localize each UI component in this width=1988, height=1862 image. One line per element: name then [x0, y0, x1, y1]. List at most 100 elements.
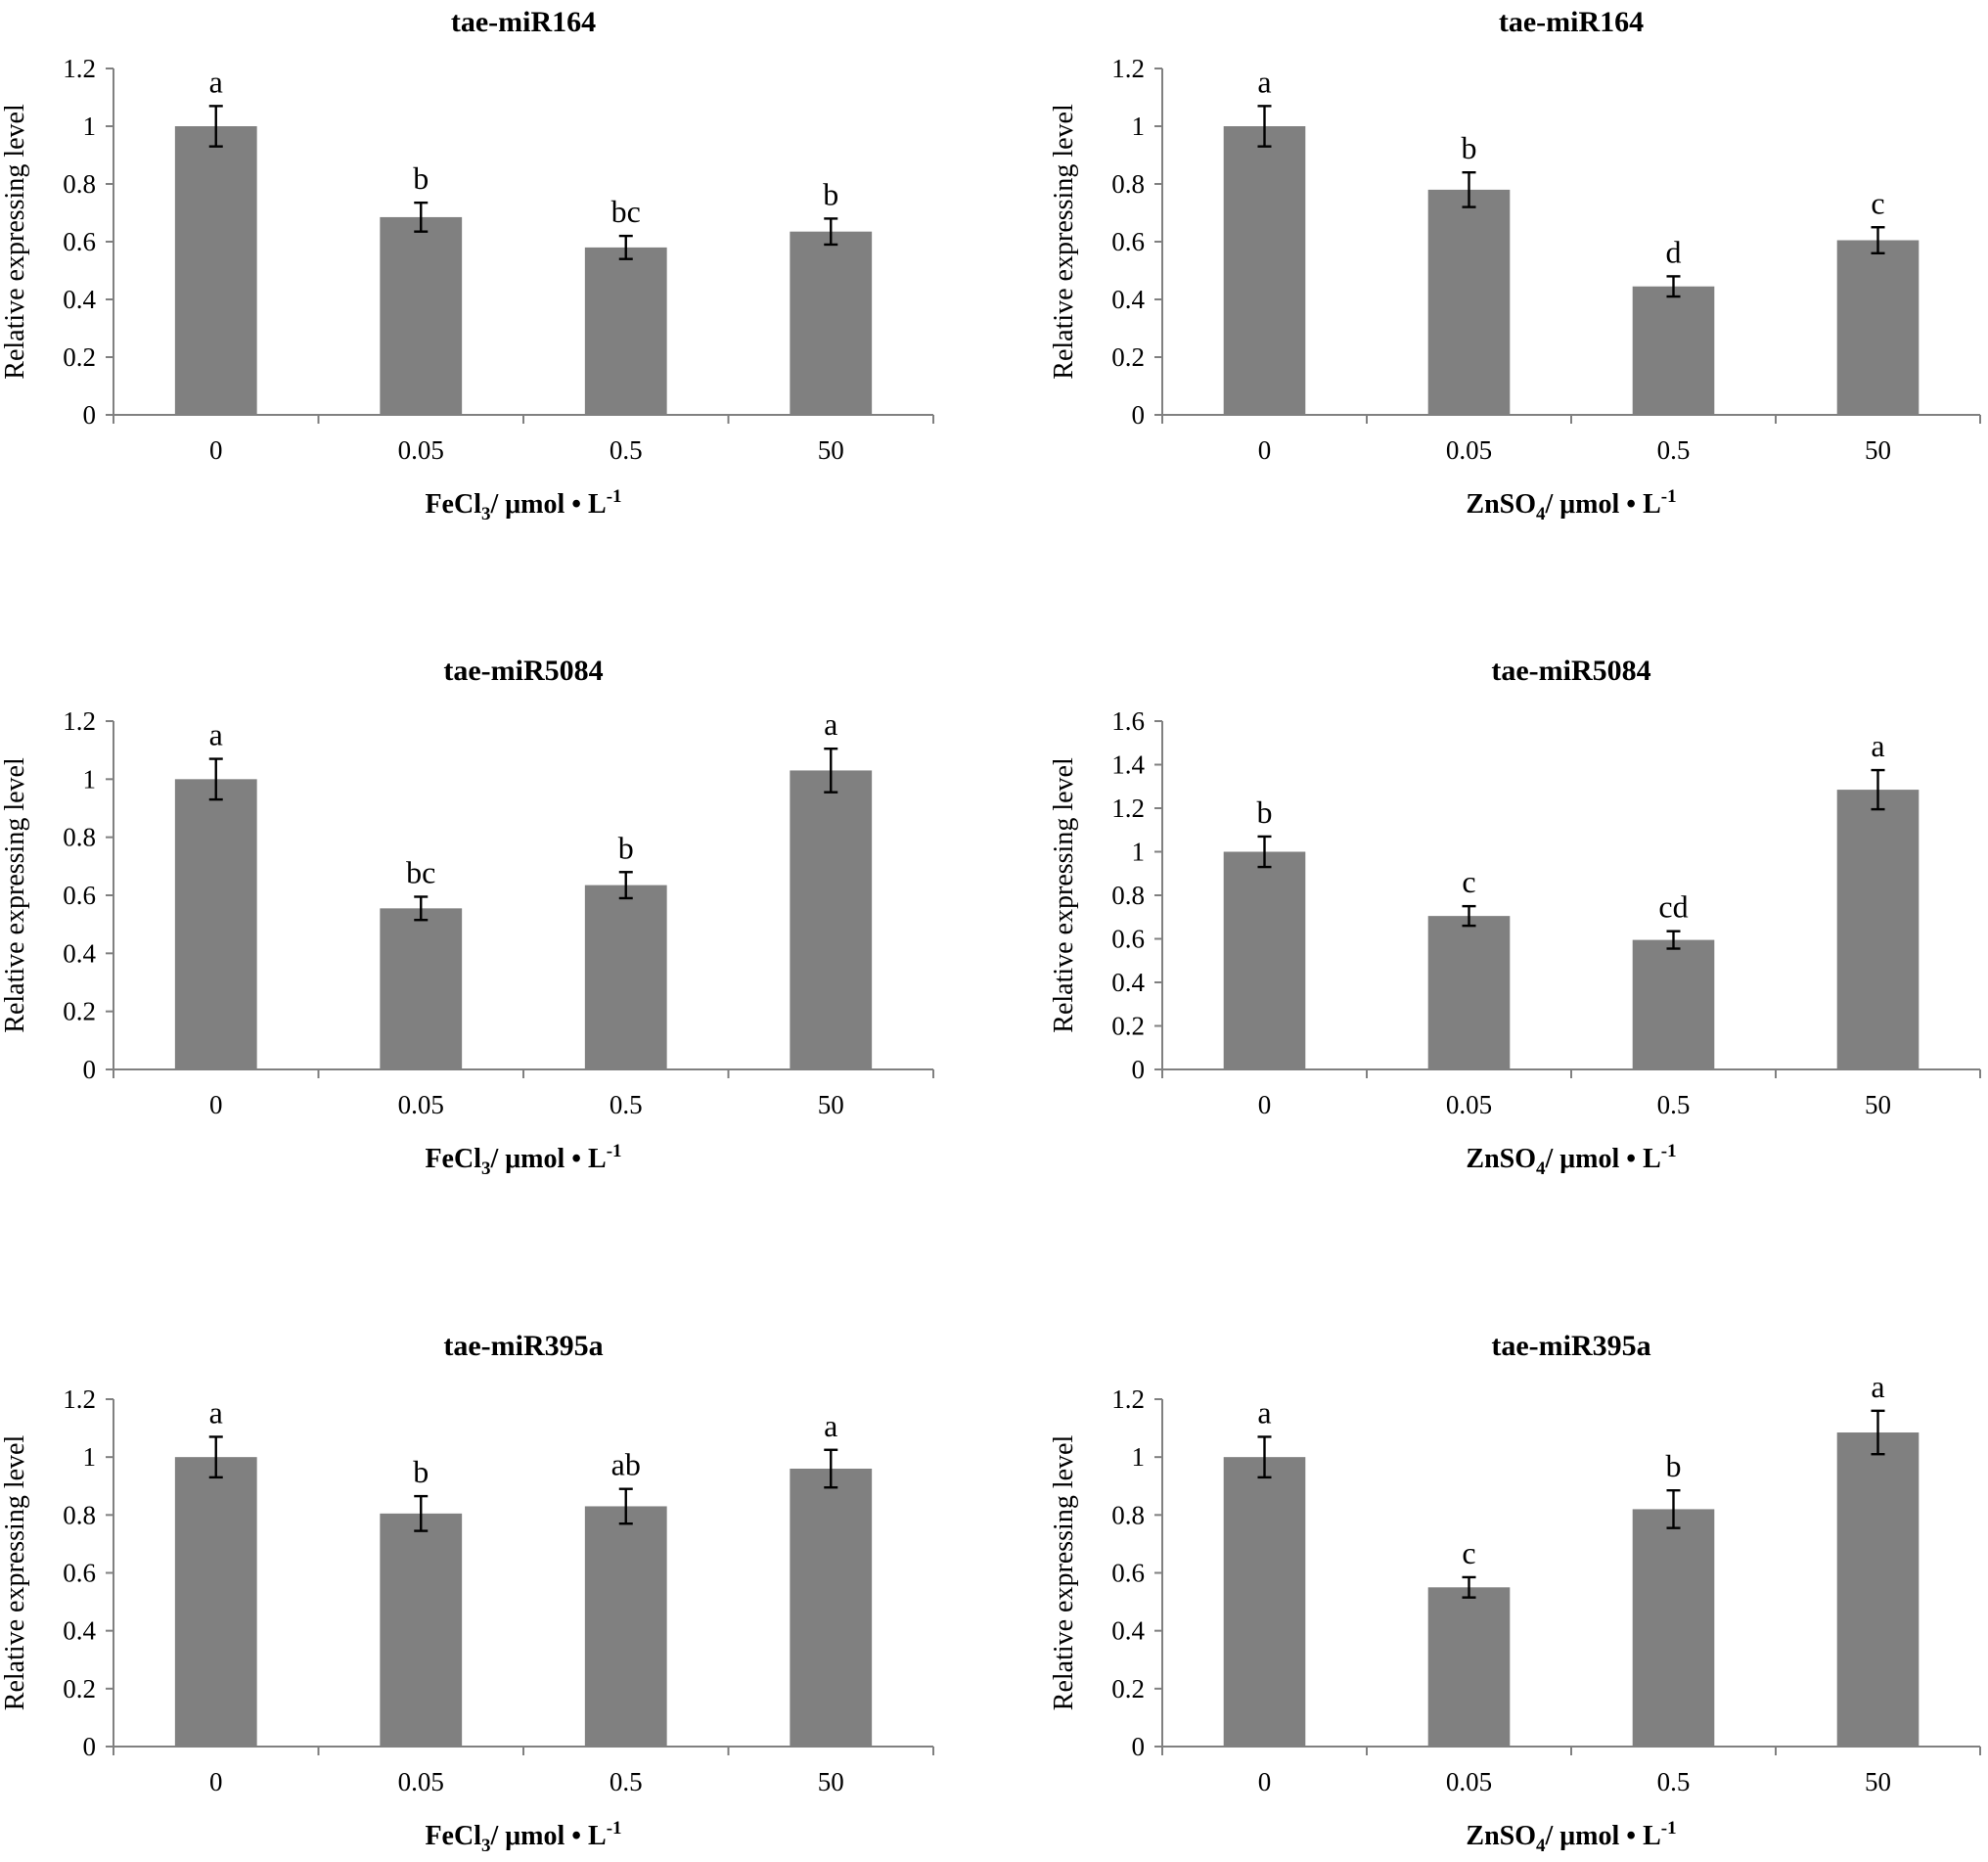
y-tick-label: 0.4 [63, 285, 96, 314]
significance-letter: a [1871, 1369, 1884, 1404]
x-axis-title-unit: / μmol • L [1545, 1821, 1661, 1851]
x-tick-label: 0.05 [398, 1090, 444, 1119]
x-axis-title-subscript: 3 [481, 1158, 491, 1179]
x-tick-label: 0.05 [398, 435, 444, 465]
y-tick-label: 1.2 [63, 706, 96, 736]
x-axis-title-superscript: -1 [607, 486, 622, 507]
chart-title: tae-miR395a [443, 1330, 603, 1362]
y-tick-label: 0 [1132, 400, 1146, 430]
chart-panel-zn-mir164: tae-miR164 0 0.2 0.4 0.6 0.8 1 1.2 a 0 b 0.05 d 0.5 c 5… [1049, 6, 1981, 524]
significance-letter: ab [611, 1447, 641, 1482]
significance-letter: a [209, 1394, 223, 1430]
chart-panel-fe-mir164: tae-miR164 0 0.2 0.4 0.6 0.8 1 1.2 a 0 b 0.05 bc 0.5 b… [0, 6, 934, 524]
x-axis-title: FeCl3/ μmol • L-1 [425, 1818, 621, 1856]
chart-title: tae-miR5084 [443, 655, 603, 687]
x-tick-label: 0 [209, 1767, 223, 1796]
y-tick-label: 0.2 [63, 997, 96, 1026]
bar-0.05 [380, 908, 463, 1069]
bar-0 [1223, 851, 1306, 1069]
y-tick-label: 0.2 [63, 1674, 96, 1703]
y-tick-label: 0 [83, 400, 97, 430]
x-axis-title-prefix: FeCl [425, 1144, 481, 1174]
significance-letter: c [1462, 1535, 1475, 1570]
y-tick-label: 0 [1132, 1732, 1146, 1761]
chart-title: tae-miR5084 [1491, 655, 1650, 687]
y-tick-label: 0.4 [63, 938, 96, 968]
y-tick-label: 1.2 [63, 1385, 96, 1414]
x-axis-title-prefix: ZnSO [1466, 489, 1536, 520]
y-tick-label: 0.8 [1111, 169, 1145, 199]
x-axis-title-unit: / μmol • L [489, 489, 606, 520]
x-tick-label: 0.05 [1446, 1767, 1492, 1796]
y-tick-label: 0.6 [63, 1559, 96, 1588]
x-tick-label: 50 [818, 1767, 844, 1796]
y-tick-label: 1 [1132, 1442, 1146, 1472]
significance-letter: bc [611, 194, 641, 229]
bar-0.05 [1427, 916, 1511, 1069]
x-axis-title-superscript: -1 [1661, 1141, 1677, 1161]
x-axis-title: ZnSO4/ μmol • L-1 [1466, 1818, 1676, 1856]
bar-50 [790, 770, 873, 1069]
y-tick-label: 0.2 [63, 342, 96, 372]
x-axis-title-prefix: FeCl [425, 1821, 481, 1851]
significance-letter: b [1462, 130, 1477, 165]
y-tick-label: 0.6 [1111, 1559, 1145, 1588]
bar-0.5 [1632, 286, 1715, 415]
x-axis-title: ZnSO4/ μmol • L-1 [1466, 1141, 1676, 1179]
significance-letter: a [1257, 1394, 1271, 1430]
y-axis-title: Relative expressing level [0, 1435, 30, 1711]
significance-letter: cd [1658, 889, 1688, 925]
y-tick-label: 0 [83, 1732, 97, 1761]
x-axis-title-subscript: 3 [481, 504, 491, 524]
x-tick-label: 50 [1865, 435, 1891, 465]
x-axis-title-prefix: ZnSO [1466, 1144, 1536, 1174]
y-tick-label: 0.6 [63, 881, 96, 910]
bar-0 [1223, 1457, 1306, 1747]
x-tick-label: 0 [209, 435, 223, 465]
x-tick-label: 50 [1865, 1767, 1891, 1796]
bar-0.05 [1427, 1587, 1511, 1747]
significance-letter: a [1871, 728, 1884, 763]
y-tick-label: 1 [83, 112, 97, 141]
x-tick-label: 0.05 [1446, 435, 1492, 465]
x-tick-label: 0 [1258, 1767, 1272, 1796]
chart-title: tae-miR164 [1499, 6, 1644, 38]
y-tick-label: 0.6 [1111, 925, 1145, 954]
y-axis-title: Relative expressing level [0, 104, 30, 380]
significance-letter: a [209, 717, 223, 752]
x-axis-title-superscript: -1 [607, 1818, 622, 1839]
y-axis-title: Relative expressing level [1049, 757, 1079, 1033]
y-axis-title: Relative expressing level [1049, 1435, 1079, 1711]
y-tick-label: 1 [83, 764, 97, 794]
y-tick-label: 0.2 [1111, 342, 1145, 372]
bar-0.5 [1632, 1509, 1715, 1747]
x-axis-title-unit: / μmol • L [489, 1144, 606, 1174]
y-tick-label: 0.6 [1111, 227, 1145, 256]
x-tick-label: 0.5 [1657, 1767, 1691, 1796]
x-tick-label: 0.05 [398, 1767, 444, 1796]
y-tick-label: 1 [1132, 112, 1146, 141]
y-tick-label: 1.2 [1111, 1385, 1145, 1414]
significance-letter: a [1257, 64, 1271, 99]
x-tick-label: 50 [1865, 1090, 1891, 1119]
significance-letter: b [618, 830, 634, 865]
x-axis-title-superscript: -1 [1661, 486, 1677, 507]
bar-50 [1836, 790, 1920, 1069]
significance-letter: b [823, 176, 838, 211]
x-tick-label: 0 [209, 1090, 223, 1119]
significance-letter: a [209, 64, 223, 99]
x-axis-title-subscript: 4 [1536, 504, 1546, 524]
y-tick-label: 0.8 [63, 823, 96, 852]
bar-0.5 [1632, 939, 1715, 1069]
bar-50 [1836, 1432, 1920, 1747]
y-axis-title: Relative expressing level [1049, 104, 1079, 380]
significance-letter: a [824, 706, 837, 742]
bar-0.05 [380, 1513, 463, 1747]
bar-0 [1223, 126, 1306, 415]
significance-letter: c [1462, 864, 1475, 899]
x-tick-label: 0.5 [1657, 435, 1691, 465]
significance-letter: bc [406, 854, 435, 889]
x-tick-label: 50 [818, 435, 844, 465]
x-tick-label: 0.05 [1446, 1090, 1492, 1119]
x-axis-title-subscript: 4 [1536, 1836, 1546, 1856]
